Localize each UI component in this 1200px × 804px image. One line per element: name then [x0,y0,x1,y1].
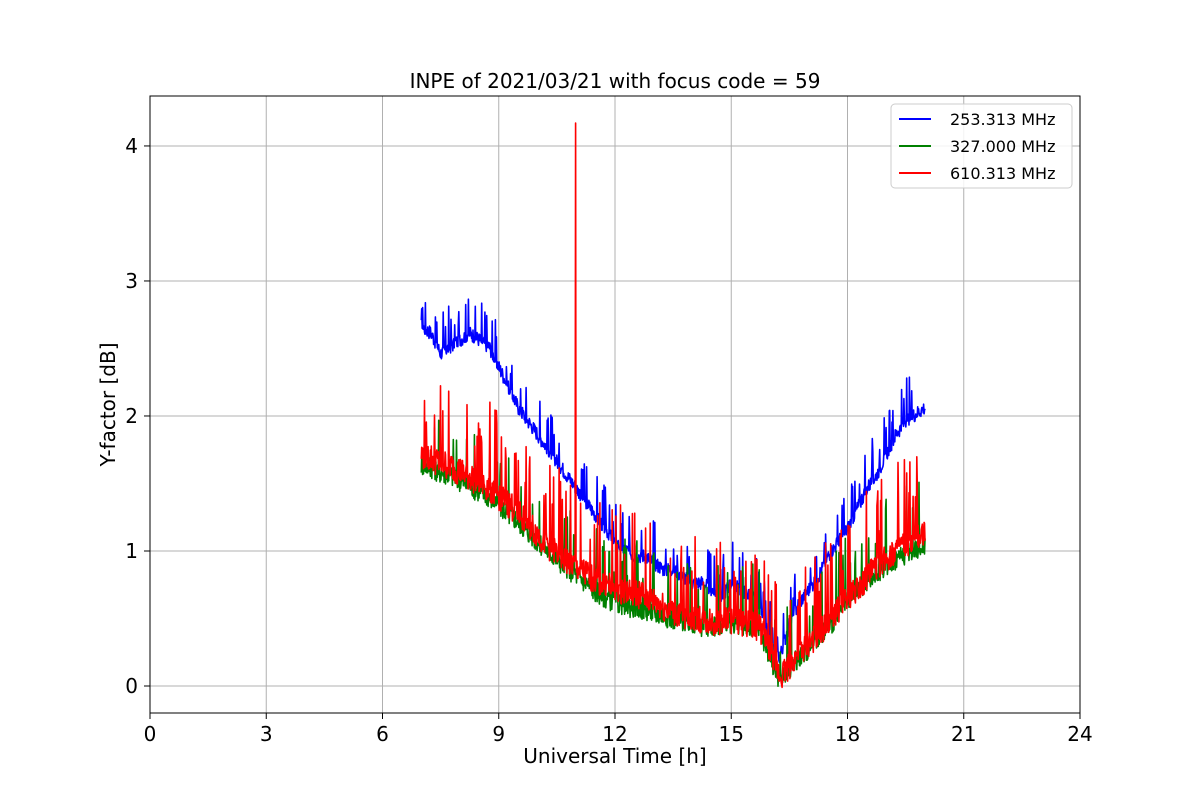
y-axis-label: Y-factor [dB] [96,342,120,467]
series-327-000-mhz [420,419,926,687]
series-610-313-mhz [420,122,926,689]
x-tick-label: 0 [144,722,157,746]
x-tick-label: 12 [602,722,627,746]
y-tick-label: 2 [125,404,138,428]
x-tick-label: 18 [835,722,860,746]
x-axis-label: Universal Time [h] [523,744,706,768]
x-tick-label: 3 [260,722,273,746]
grid-layer [149,96,1081,713]
x-tick-label: 21 [951,722,976,746]
y-tick-label: 3 [125,269,138,293]
series-layer [420,122,926,689]
x-tick-label: 6 [376,722,389,746]
legend-label: 327.000 MHz [950,137,1055,156]
legend: 253.313 MHz 327.000 MHz 610.313 MHz [890,103,1073,189]
y-tick-label: 4 [125,134,138,158]
y-tick-label: 0 [125,674,138,698]
chart-title: INPE of 2021/03/21 with focus code = 59 [410,69,821,93]
legend-box [890,103,1073,189]
y-tick-label: 1 [125,539,138,563]
x-tick-label: 24 [1067,722,1092,746]
legend-label: 610.313 MHz [950,164,1055,183]
series-line [420,419,926,687]
x-tick-label: 15 [719,722,744,746]
legend-label: 253.313 MHz [950,110,1055,129]
series-line [420,122,926,689]
x-tick-label: 9 [492,722,505,746]
